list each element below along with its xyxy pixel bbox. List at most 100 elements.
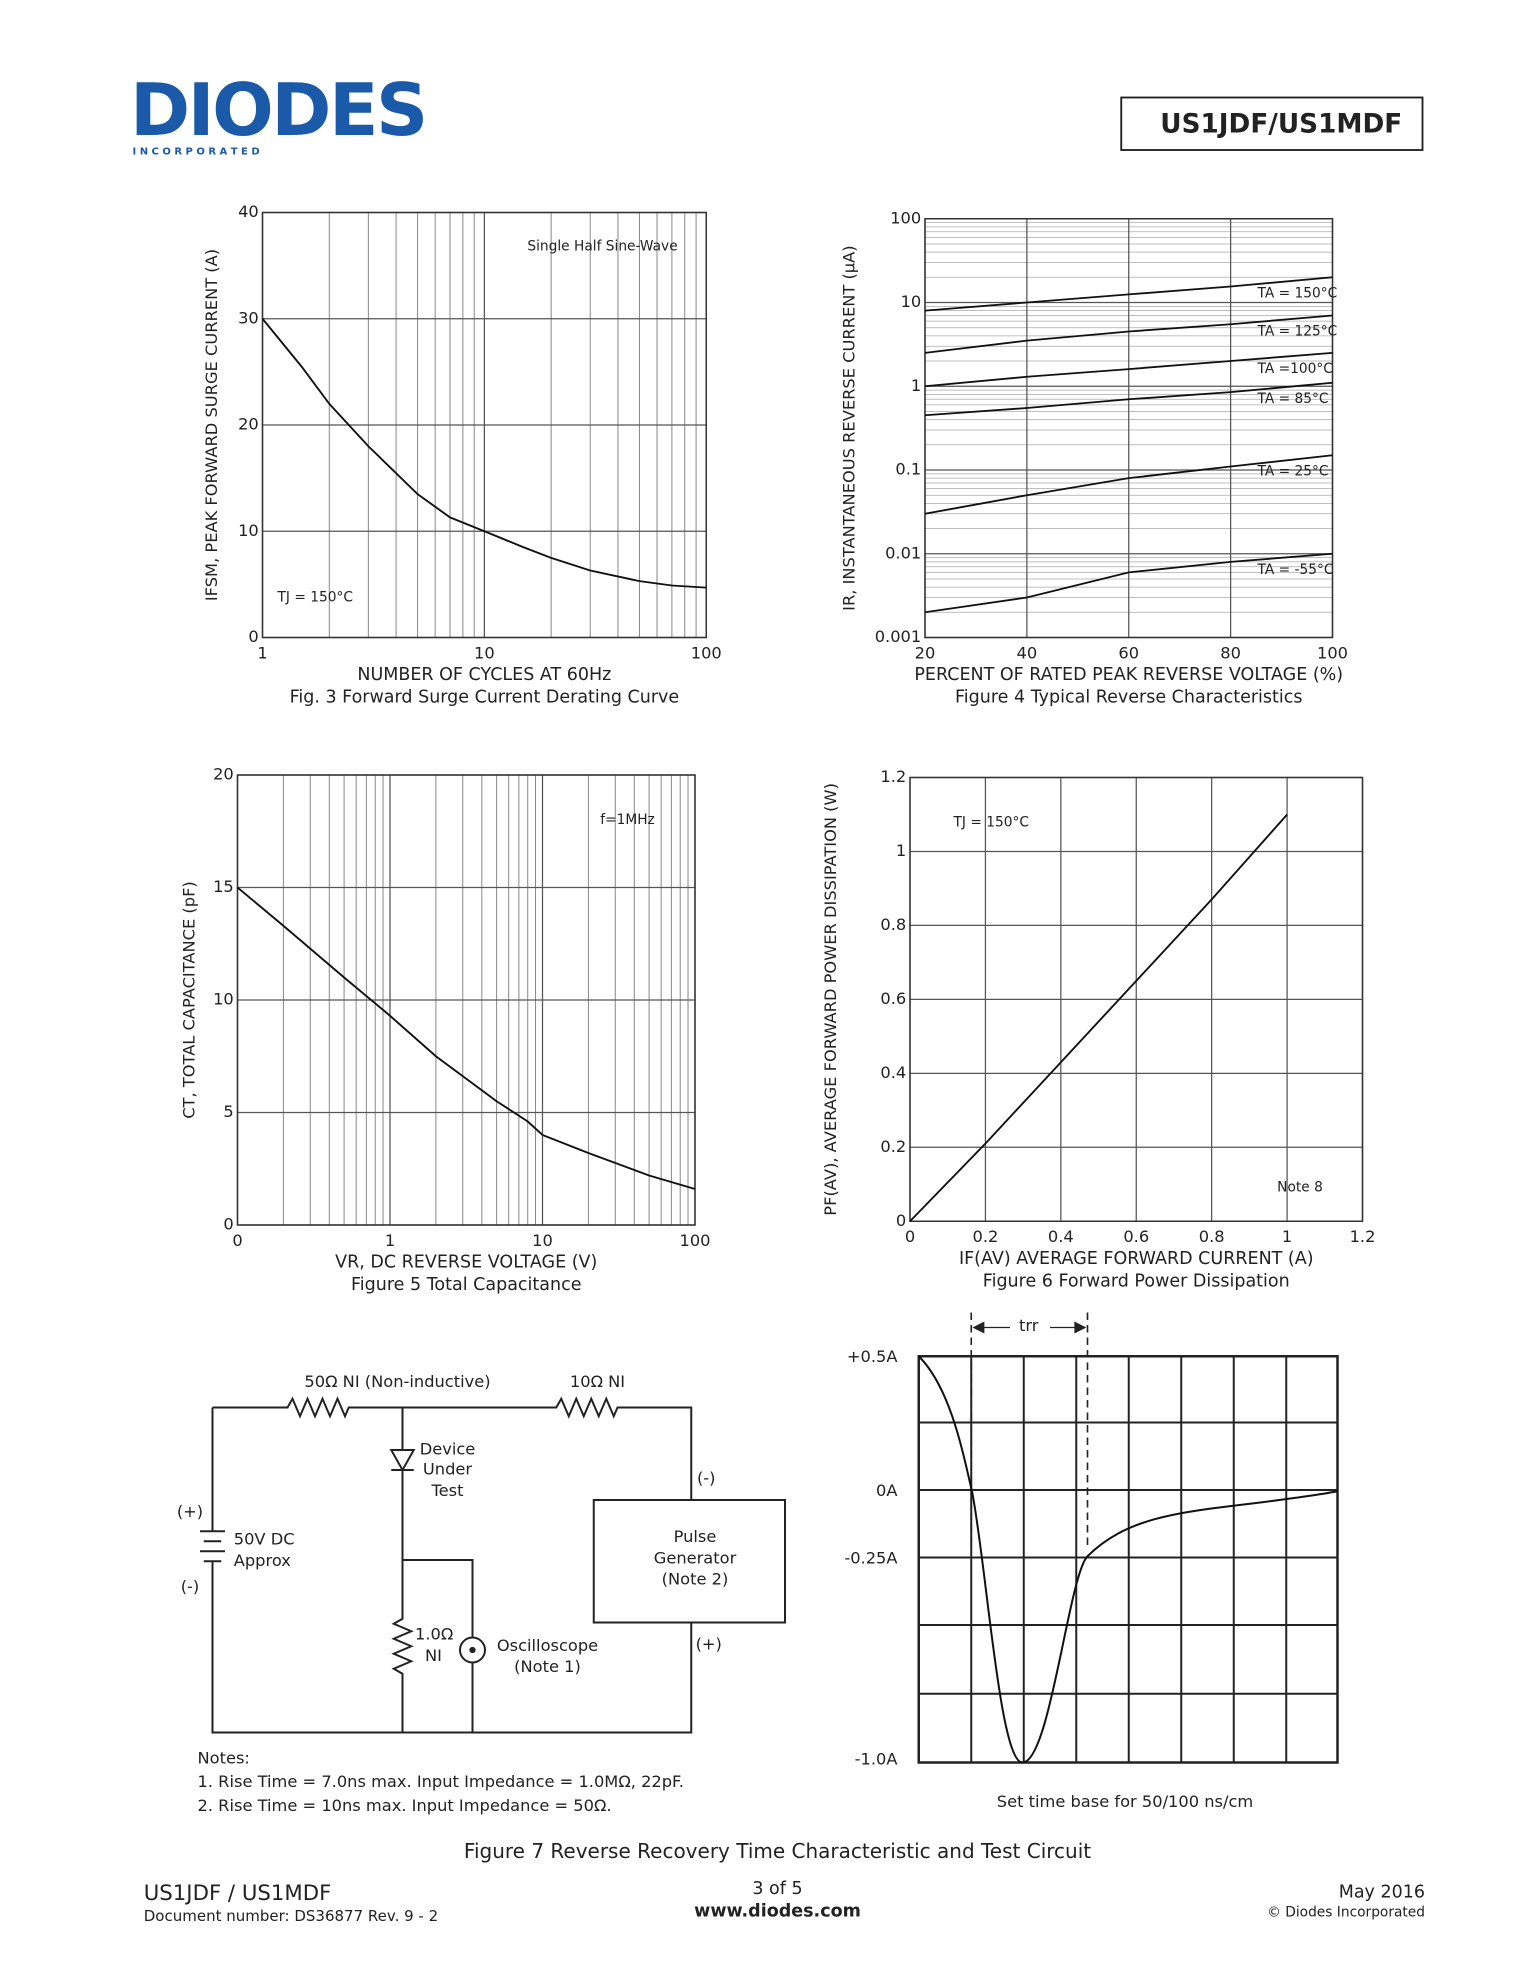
waveform-note: Set time base for 50/100 ns/cm — [997, 1792, 1253, 1811]
logo: DIODES — [130, 69, 426, 153]
circuit-label: (-) — [697, 1468, 716, 1487]
series-label: TA = 85°C — [1257, 391, 1329, 407]
y-axis-label: PF(AV), AVERAGE FORWARD POWER DISSIPATIO… — [821, 783, 840, 1216]
data-line — [924, 552, 1333, 614]
y-tick-label: 10 — [901, 292, 922, 311]
annotation: Note 8 — [1277, 1180, 1323, 1196]
circuit-label: 10Ω NI — [570, 1372, 625, 1391]
y-tick-label: 30 — [238, 308, 259, 327]
plot-frame — [261, 211, 707, 639]
wire — [402, 1559, 474, 1733]
y-tick-label: 1 — [911, 376, 921, 395]
y-axis-label: CT, TOTAL CAPACITANCE (pF) — [180, 881, 199, 1119]
trr-marker — [970, 1312, 1089, 1550]
y-tick-label: 0.6 — [880, 989, 906, 1008]
y-tick-label: 15 — [213, 877, 234, 896]
plot-frame — [236, 774, 696, 1226]
data-line — [236, 886, 696, 1190]
y-tick-label: 100 — [890, 208, 921, 227]
y-axis-label: IR, INSTANTANEOUS REVERSE CURRENT (µA) — [840, 245, 859, 610]
y-tick-label: 0 — [223, 1215, 233, 1234]
x-tick-label: 100 — [1317, 643, 1348, 662]
y-tick-label: 0 — [896, 1211, 906, 1230]
circuit-label: Pulse — [674, 1527, 717, 1546]
y-tick-label: 0 — [248, 627, 258, 646]
waveform: trr +0.5A 0A -0.25A -1.0A Set time base … — [844, 1312, 1339, 1811]
x-tick-label: 0.6 — [1123, 1227, 1149, 1246]
trr-label: trr — [1019, 1316, 1039, 1335]
wire — [200, 1407, 693, 1734]
x-tick-label: 0.2 — [972, 1227, 998, 1246]
waveform-axis-label: -1.0A — [855, 1750, 898, 1769]
circuit: 50Ω NI (Non-inductive) 10Ω NI Device Und… — [177, 1372, 786, 1815]
series-label: TA = 125°C — [1257, 324, 1338, 340]
x-tick-label: 40 — [1017, 643, 1038, 662]
waveform-trace — [918, 1355, 1338, 1764]
series-label: TA = 150°C — [1257, 286, 1338, 302]
data-line — [924, 381, 1333, 417]
footer-page: 3 of 5 — [752, 1879, 802, 1899]
wire — [212, 1396, 693, 1500]
waveform-axis-label: 0A — [876, 1481, 897, 1500]
waveform-axis-label: +0.5A — [847, 1347, 898, 1366]
figure-caption: Figure 7 Reverse Recovery Time Character… — [464, 1839, 1091, 1863]
y-tick-label: 0.2 — [880, 1137, 906, 1156]
y-tick-label: 0.001 — [875, 627, 922, 646]
circuit-label: 1.0Ω — [415, 1625, 453, 1644]
circuit-label: (+) — [177, 1502, 203, 1521]
chart-title: Fig. 3 Forward Surge Current Derating Cu… — [290, 688, 680, 708]
oscilloscope-dot — [469, 1646, 476, 1654]
note: 2. Rise Time = 10ns max. Input Impedance… — [198, 1796, 612, 1815]
footer-part: US1JDF / US1MDF — [144, 1881, 332, 1906]
y-tick-label: 20 — [213, 765, 234, 784]
data-line — [924, 351, 1333, 388]
footer-copyright: © Diodes Incorporated — [1267, 1905, 1425, 1921]
y-tick-label: 20 — [238, 415, 259, 434]
circuit-label: NI — [425, 1646, 442, 1665]
series-label: TA = -55°C — [1257, 562, 1334, 578]
chart-title: Figure 5 Total Capacitance — [351, 1275, 581, 1295]
y-tick-label: 5 — [223, 1102, 233, 1121]
data-line — [924, 314, 1333, 354]
x-tick-label: 80 — [1220, 643, 1241, 662]
wire — [389, 1407, 416, 1733]
x-axis-label: NUMBER OF CYCLES AT 60Hz — [357, 665, 611, 685]
data-line — [924, 276, 1333, 312]
footer-url: www.diodes.com — [694, 1901, 861, 1921]
x-tick-label: 1 — [1282, 1227, 1292, 1246]
x-tick-label: 10 — [532, 1231, 553, 1250]
annotation: TJ = 150°C — [953, 815, 1029, 831]
circuit-label: Under — [423, 1460, 473, 1479]
note: Notes: — [198, 1748, 250, 1767]
circuit-label: (-) — [181, 1577, 200, 1596]
circuit-label: 50Ω NI (Non-inductive) — [304, 1372, 490, 1391]
circuit-label: Device — [420, 1440, 476, 1459]
logo-sub: I N C O R P O R A T E D — [133, 146, 260, 157]
circuit-label: (+) — [696, 1635, 722, 1654]
circuit-label: (Note 1) — [514, 1657, 581, 1676]
y-tick-label: 1.2 — [880, 767, 906, 786]
series-label: TA =100°C — [1257, 361, 1333, 377]
y-tick-label: 0.01 — [885, 543, 921, 562]
part-number: US1JDF/US1MDF — [1160, 110, 1402, 140]
x-tick-label: 10 — [474, 643, 495, 662]
annotation: TJ = 150°C — [277, 590, 353, 606]
y-tick-label: 1 — [896, 841, 906, 860]
data-line — [261, 318, 707, 589]
series-label: TA = 25°C — [1257, 464, 1329, 480]
circuit-label: (Note 2) — [662, 1570, 729, 1589]
y-tick-label: 0.1 — [895, 460, 921, 479]
data-line — [924, 454, 1333, 515]
chart-title: Figure 4 Typical Reverse Characteristics — [955, 688, 1303, 708]
footer-doc: Document number: DS36877 Rev. 9 - 2 — [144, 1907, 438, 1925]
x-tick-label: 1 — [257, 643, 267, 662]
x-tick-label: 0.4 — [1048, 1227, 1074, 1246]
plot-frame — [909, 776, 1364, 1222]
circuit-label: Test — [430, 1481, 463, 1500]
x-tick-label: 0.8 — [1199, 1227, 1225, 1246]
x-tick-label: 1.2 — [1350, 1227, 1376, 1246]
annotation: Single Half Sine-Wave — [527, 238, 677, 254]
waveform-grid — [918, 1356, 1338, 1763]
